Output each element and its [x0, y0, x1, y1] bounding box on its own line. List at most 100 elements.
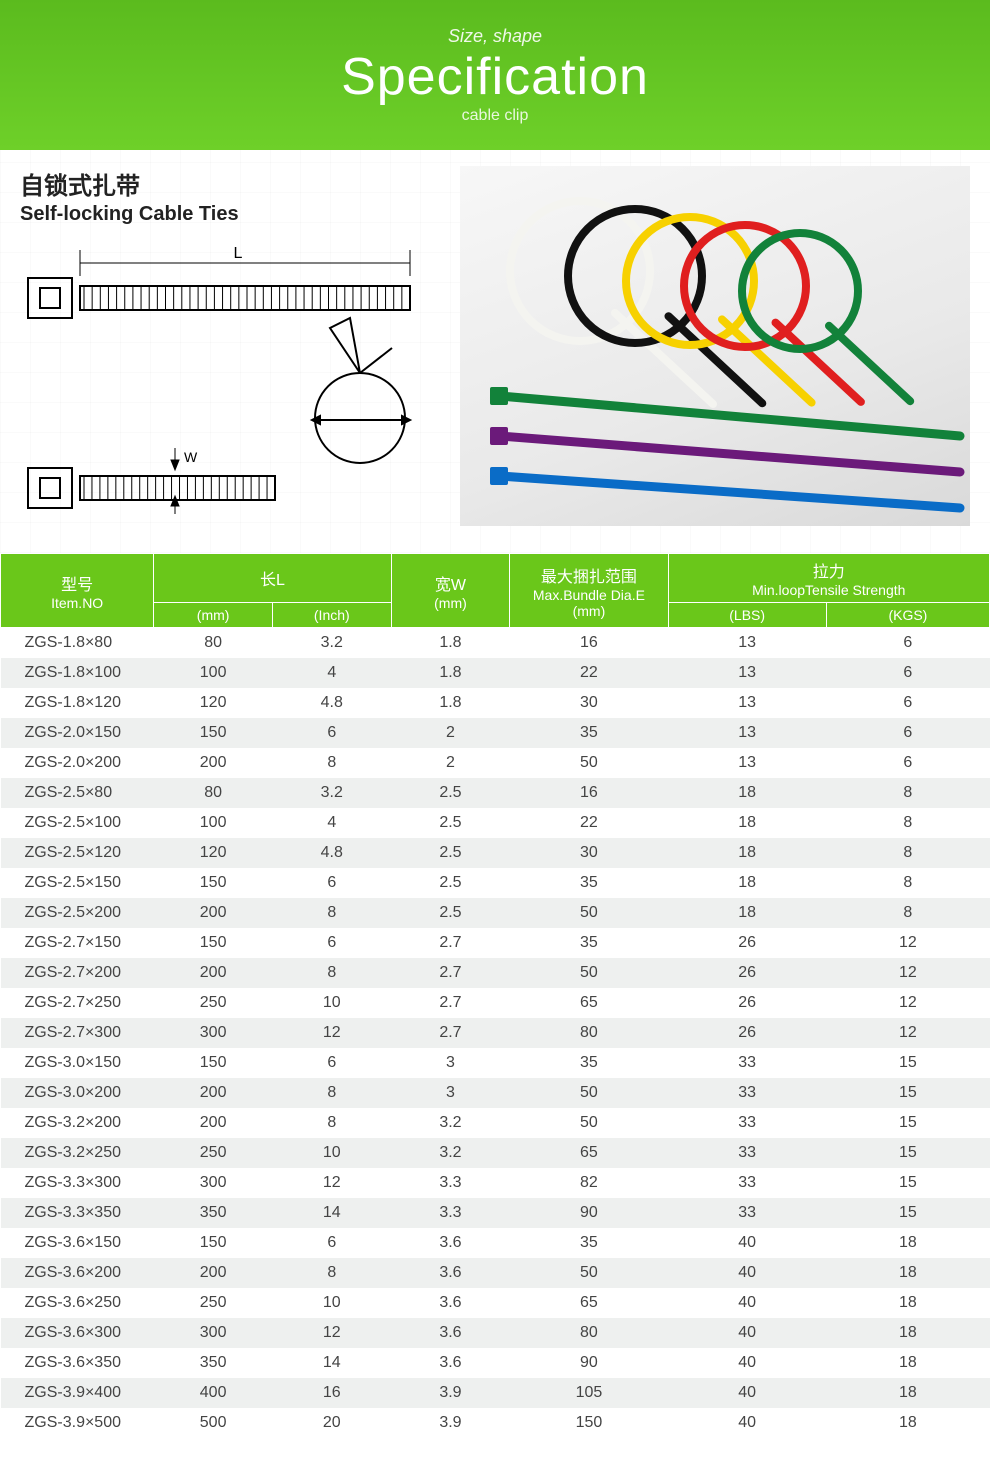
table-cell: 12 [826, 988, 989, 1018]
table-cell: ZGS-3.3×350 [1, 1198, 154, 1228]
table-cell: 3.2 [272, 778, 391, 808]
table-row: ZGS-3.2×20020083.2503315 [1, 1108, 990, 1138]
table-cell: 65 [510, 1138, 668, 1168]
table-cell: 2.5 [391, 778, 510, 808]
table-cell: ZGS-1.8×120 [1, 688, 154, 718]
table-cell: 6 [826, 628, 989, 659]
table-cell: 33 [668, 1138, 826, 1168]
table-cell: ZGS-3.3×300 [1, 1168, 154, 1198]
table-cell: 35 [510, 928, 668, 958]
table-cell: 35 [510, 718, 668, 748]
table-cell: 350 [154, 1198, 273, 1228]
table-cell: 150 [154, 868, 273, 898]
table-row: ZGS-2.0×2002008250136 [1, 748, 990, 778]
table-row: ZGS-3.9×400400163.91054018 [1, 1378, 990, 1408]
table-cell: 8 [272, 1258, 391, 1288]
table-row: ZGS-3.0×15015063353315 [1, 1048, 990, 1078]
table-cell: ZGS-3.6×300 [1, 1318, 154, 1348]
table-cell: 12 [272, 1018, 391, 1048]
table-cell: ZGS-1.8×100 [1, 658, 154, 688]
table-cell: 4 [272, 658, 391, 688]
table-cell: 18 [826, 1318, 989, 1348]
table-cell: 26 [668, 988, 826, 1018]
table-cell: 18 [826, 1228, 989, 1258]
table-cell: 35 [510, 1048, 668, 1078]
table-cell: 10 [272, 988, 391, 1018]
table-cell: 13 [668, 658, 826, 688]
table-cell: 13 [668, 748, 826, 778]
table-cell: ZGS-3.2×200 [1, 1108, 154, 1138]
table-cell: 350 [154, 1348, 273, 1378]
table-cell: 22 [510, 658, 668, 688]
table-cell: 3.6 [391, 1228, 510, 1258]
th-lbs: (LBS) [668, 603, 826, 628]
table-row: ZGS-3.6×250250103.6654018 [1, 1288, 990, 1318]
table-row: ZGS-3.3×350350143.3903315 [1, 1198, 990, 1228]
table-cell: 250 [154, 1138, 273, 1168]
table-cell: ZGS-3.0×150 [1, 1048, 154, 1078]
th-item: 型号 Item.NO [1, 554, 154, 628]
table-cell: 2 [391, 748, 510, 778]
table-cell: 80 [154, 778, 273, 808]
table-row: ZGS-2.0×1501506235136 [1, 718, 990, 748]
table-row: ZGS-2.7×20020082.7502612 [1, 958, 990, 988]
table-row: ZGS-2.7×15015062.7352612 [1, 928, 990, 958]
table-cell: 18 [668, 898, 826, 928]
table-cell: 250 [154, 988, 273, 1018]
table-cell: 8 [826, 808, 989, 838]
table-cell: 200 [154, 958, 273, 988]
table-cell: 18 [668, 838, 826, 868]
hero-section: 自锁式扎带 Self-locking Cable Ties L [0, 150, 990, 553]
table-cell: 3.9 [391, 1408, 510, 1438]
table-cell: 100 [154, 808, 273, 838]
table-cell: 8 [272, 898, 391, 928]
table-cell: 6 [272, 718, 391, 748]
th-length: 长L [154, 554, 391, 603]
table-cell: ZGS-2.7×300 [1, 1018, 154, 1048]
diagram-label-l: L [234, 245, 243, 262]
table-cell: 33 [668, 1078, 826, 1108]
table-cell: 2.7 [391, 1018, 510, 1048]
table-cell: 50 [510, 748, 668, 778]
table-row: ZGS-1.8×1201204.81.830136 [1, 688, 990, 718]
banner-subtitle: cable clip [462, 107, 529, 125]
table-cell: ZGS-3.6×150 [1, 1228, 154, 1258]
table-cell: 105 [510, 1378, 668, 1408]
table-cell: 6 [272, 1228, 391, 1258]
table-cell: 90 [510, 1348, 668, 1378]
table-cell: 6 [826, 718, 989, 748]
table-cell: 12 [272, 1168, 391, 1198]
table-cell: 18 [826, 1408, 989, 1438]
table-row: ZGS-3.2×250250103.2653315 [1, 1138, 990, 1168]
table-cell: 6 [826, 658, 989, 688]
table-cell: ZGS-2.7×250 [1, 988, 154, 1018]
table-cell: 13 [668, 688, 826, 718]
table-cell: 8 [826, 868, 989, 898]
table-cell: ZGS-2.5×200 [1, 898, 154, 928]
table-cell: ZGS-2.5×80 [1, 778, 154, 808]
table-cell: 33 [668, 1198, 826, 1228]
table-cell: 150 [154, 928, 273, 958]
table-row: ZGS-2.5×80803.22.516188 [1, 778, 990, 808]
table-cell: 2.7 [391, 958, 510, 988]
table-cell: 12 [826, 958, 989, 988]
table-cell: 3.6 [391, 1258, 510, 1288]
table-cell: ZGS-2.5×100 [1, 808, 154, 838]
table-cell: 30 [510, 838, 668, 868]
table-cell: 80 [154, 628, 273, 659]
table-cell: 100 [154, 658, 273, 688]
table-row: ZGS-2.5×10010042.522188 [1, 808, 990, 838]
table-cell: 50 [510, 898, 668, 928]
product-photo [460, 166, 970, 526]
table-cell: 15 [826, 1108, 989, 1138]
table-cell: ZGS-3.0×200 [1, 1078, 154, 1108]
table-cell: 200 [154, 1078, 273, 1108]
th-dia: 最大捆扎范围 Max.Bundle Dia.E (mm) [510, 554, 668, 628]
table-cell: 12 [826, 1018, 989, 1048]
table-cell: 150 [510, 1408, 668, 1438]
diagram-label-w: W [184, 449, 198, 465]
th-tensile: 拉力 Min.loopTensile Strength [668, 554, 989, 603]
table-cell: ZGS-3.9×400 [1, 1378, 154, 1408]
table-cell: 16 [272, 1378, 391, 1408]
table-cell: 13 [668, 718, 826, 748]
